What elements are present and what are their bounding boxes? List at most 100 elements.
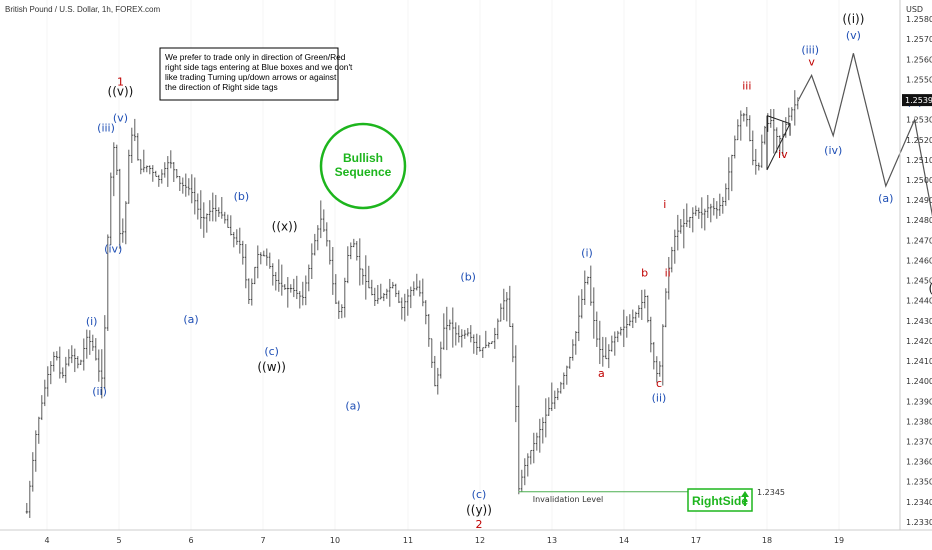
wave-label: ((i)) (842, 12, 864, 26)
wave-label: (v) (113, 112, 128, 125)
y-axis: 1.25800 1.25700 1.25600 1.25500 1.25300 1.252… (899, 0, 932, 530)
wave-label: ii (665, 267, 671, 280)
wave-label: iv (778, 148, 788, 161)
wave-label: 1 (117, 75, 124, 88)
triangle-pattern (766, 115, 791, 171)
y-tick-label: 1.23600 (906, 458, 932, 467)
wave-label: (v) (846, 29, 861, 42)
note-line-4: the direction of Right side tags (165, 82, 278, 92)
x-tick-label: 12 (475, 536, 485, 545)
wave-label: ((w)) (257, 360, 286, 374)
invalidation-value-label: 1.2345 (757, 488, 785, 497)
y-tick-label: 1.25100 (906, 156, 932, 165)
price-series (25, 90, 800, 518)
wave-labels: 1((v))(v)(iii)(iv)(i)(ii)(a)(b)((x))(c)(… (86, 12, 932, 531)
wave-label: i (663, 198, 666, 211)
wave-label: b (641, 267, 648, 280)
y-tick-label: 1.23500 (906, 478, 932, 487)
chart-title: British Pound / U.S. Dollar, 1h, FOREX.c… (5, 5, 161, 14)
trading-note: We prefer to trade only in direction of … (159, 47, 353, 101)
y-tick-label: 1.25800 (906, 15, 932, 24)
y-tick-label: 1.25700 (906, 35, 932, 44)
wave-label: ((v)) (108, 85, 134, 99)
y-tick-label: 1.24600 (906, 256, 932, 265)
x-tick-label: 10 (330, 536, 340, 545)
x-tick-label: 7 (260, 536, 265, 545)
rightside-tag: RightSide (687, 488, 753, 512)
note-box (159, 47, 339, 101)
wave-label: (b) (460, 271, 476, 284)
rightside-text: RightSide (692, 494, 748, 508)
wave-label: c (656, 377, 662, 390)
note-line-3: like trading Turning up/down arrows or a… (165, 72, 337, 82)
note-line-2: right side tags entering at Blue boxes a… (165, 62, 353, 72)
wave-label: ((y)) (466, 503, 492, 517)
projection-series (798, 53, 932, 217)
wave-label: (iii) (801, 43, 819, 56)
x-tick-label: 18 (762, 536, 772, 545)
bullish-line-2: Sequence (335, 165, 392, 179)
wave-label: ((x)) (272, 219, 298, 233)
x-tick-label: 4 (44, 536, 49, 545)
wave-label: (c) (472, 488, 487, 501)
wave-label: a (598, 367, 605, 380)
current-price-box (902, 94, 932, 107)
wave-label: (iii) (97, 122, 115, 135)
triangle-lines (766, 115, 791, 171)
wave-label: 2 (476, 518, 483, 531)
rightside-box (687, 488, 753, 512)
bullish-sequence-badge: Bullish Sequence (319, 122, 407, 210)
bullish-line-1: Bullish (343, 151, 383, 165)
y-tick-label: 1.24700 (906, 236, 932, 245)
wave-label: (iv) (104, 242, 122, 255)
wave-label: (a) (878, 192, 893, 205)
y-tick-label: 1.24300 (906, 317, 932, 326)
y-tick-label: 1.25600 (906, 55, 932, 64)
wave-label: (a) (345, 399, 360, 412)
y-tick-label: 1.24000 (906, 377, 932, 386)
wave-label: ((ii)) (929, 282, 932, 296)
x-tick-label: 14 (619, 536, 629, 545)
x-tick-label: 13 (547, 536, 557, 545)
y-tick-label: 1.24500 (906, 277, 932, 286)
wave-label: (i) (86, 315, 98, 328)
y-tick-label: 1.24100 (906, 357, 932, 366)
currency-label: USD (906, 5, 923, 14)
wave-label: (ii) (92, 385, 107, 398)
wave-label: iii (742, 79, 751, 92)
wave-label: (a) (183, 313, 198, 326)
wave-label: (b) (234, 190, 250, 203)
wave-label: (c) (264, 345, 279, 358)
current-price-label: 1.25397 (905, 96, 932, 105)
wave-label: (i) (581, 246, 593, 259)
up-arrow-icon (741, 491, 749, 506)
y-tick-label: 1.23800 (906, 417, 932, 426)
wave-label: (ii) (652, 391, 667, 404)
x-tick-label: 6 (188, 536, 193, 545)
y-tick-label: 1.25000 (906, 176, 932, 185)
y-tick-label: 1.25300 (906, 116, 932, 125)
y-tick-label: 1.25200 (906, 136, 932, 145)
wave-label: (iv) (824, 144, 842, 157)
x-axis: 4 5 6 7 10 11 12 13 14 17 18 19 (0, 529, 932, 545)
note-line-1: We prefer to trade only in direction of … (165, 52, 346, 62)
wave-label: v (808, 55, 815, 68)
invalidation-level-label: Invalidation Level (533, 495, 603, 504)
x-tick-label: 19 (834, 536, 844, 545)
current-price-tag: 1.25397 (902, 94, 932, 107)
y-tick-label: 1.24400 (906, 297, 932, 306)
x-tick-label: 5 (116, 536, 121, 545)
bullish-circle (319, 122, 407, 210)
y-tick-label: 1.23900 (906, 397, 932, 406)
x-tick-label: 17 (691, 536, 701, 545)
y-tick-label: 1.23700 (906, 438, 932, 447)
y-tick-label: 1.24200 (906, 337, 932, 346)
y-tick-label: 1.23300 (906, 518, 932, 527)
x-tick-label: 11 (403, 536, 413, 545)
y-tick-label: 1.25500 (906, 75, 932, 84)
y-tick-label: 1.24900 (906, 196, 932, 205)
y-tick-label: 1.23400 (906, 498, 932, 507)
y-tick-label: 1.24800 (906, 216, 932, 225)
